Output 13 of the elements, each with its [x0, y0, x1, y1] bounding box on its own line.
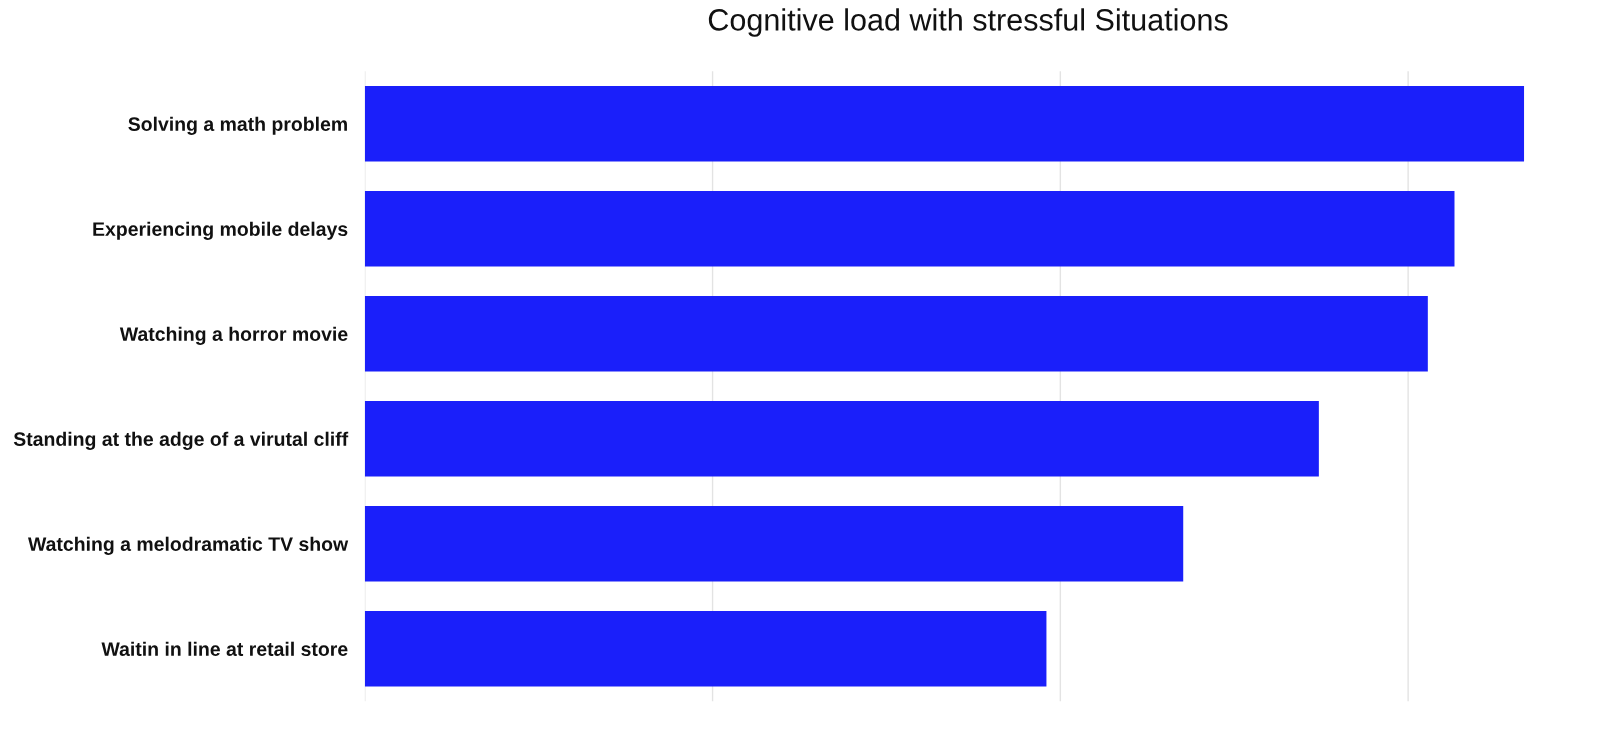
bar [364, 85, 1525, 162]
y-tick-label: Solving a math problem [128, 116, 347, 135]
bar [364, 505, 1184, 582]
bar [364, 295, 1428, 372]
y-tick-label: Watching a horror movie [119, 326, 348, 345]
bar [364, 400, 1319, 477]
bar [364, 190, 1455, 267]
y-tick-label: Standing at the adge of a virutal cliff [13, 431, 349, 450]
y-tick-label: Waitin in line at retail store [101, 641, 348, 656]
chart-title: Cognitive load with stressful Situations [708, 8, 1228, 37]
bar [364, 610, 1047, 687]
y-tick-label: Experiencing mobile delays [93, 221, 348, 240]
y-tick-label: Watching a melodramatic TV show [28, 536, 349, 555]
